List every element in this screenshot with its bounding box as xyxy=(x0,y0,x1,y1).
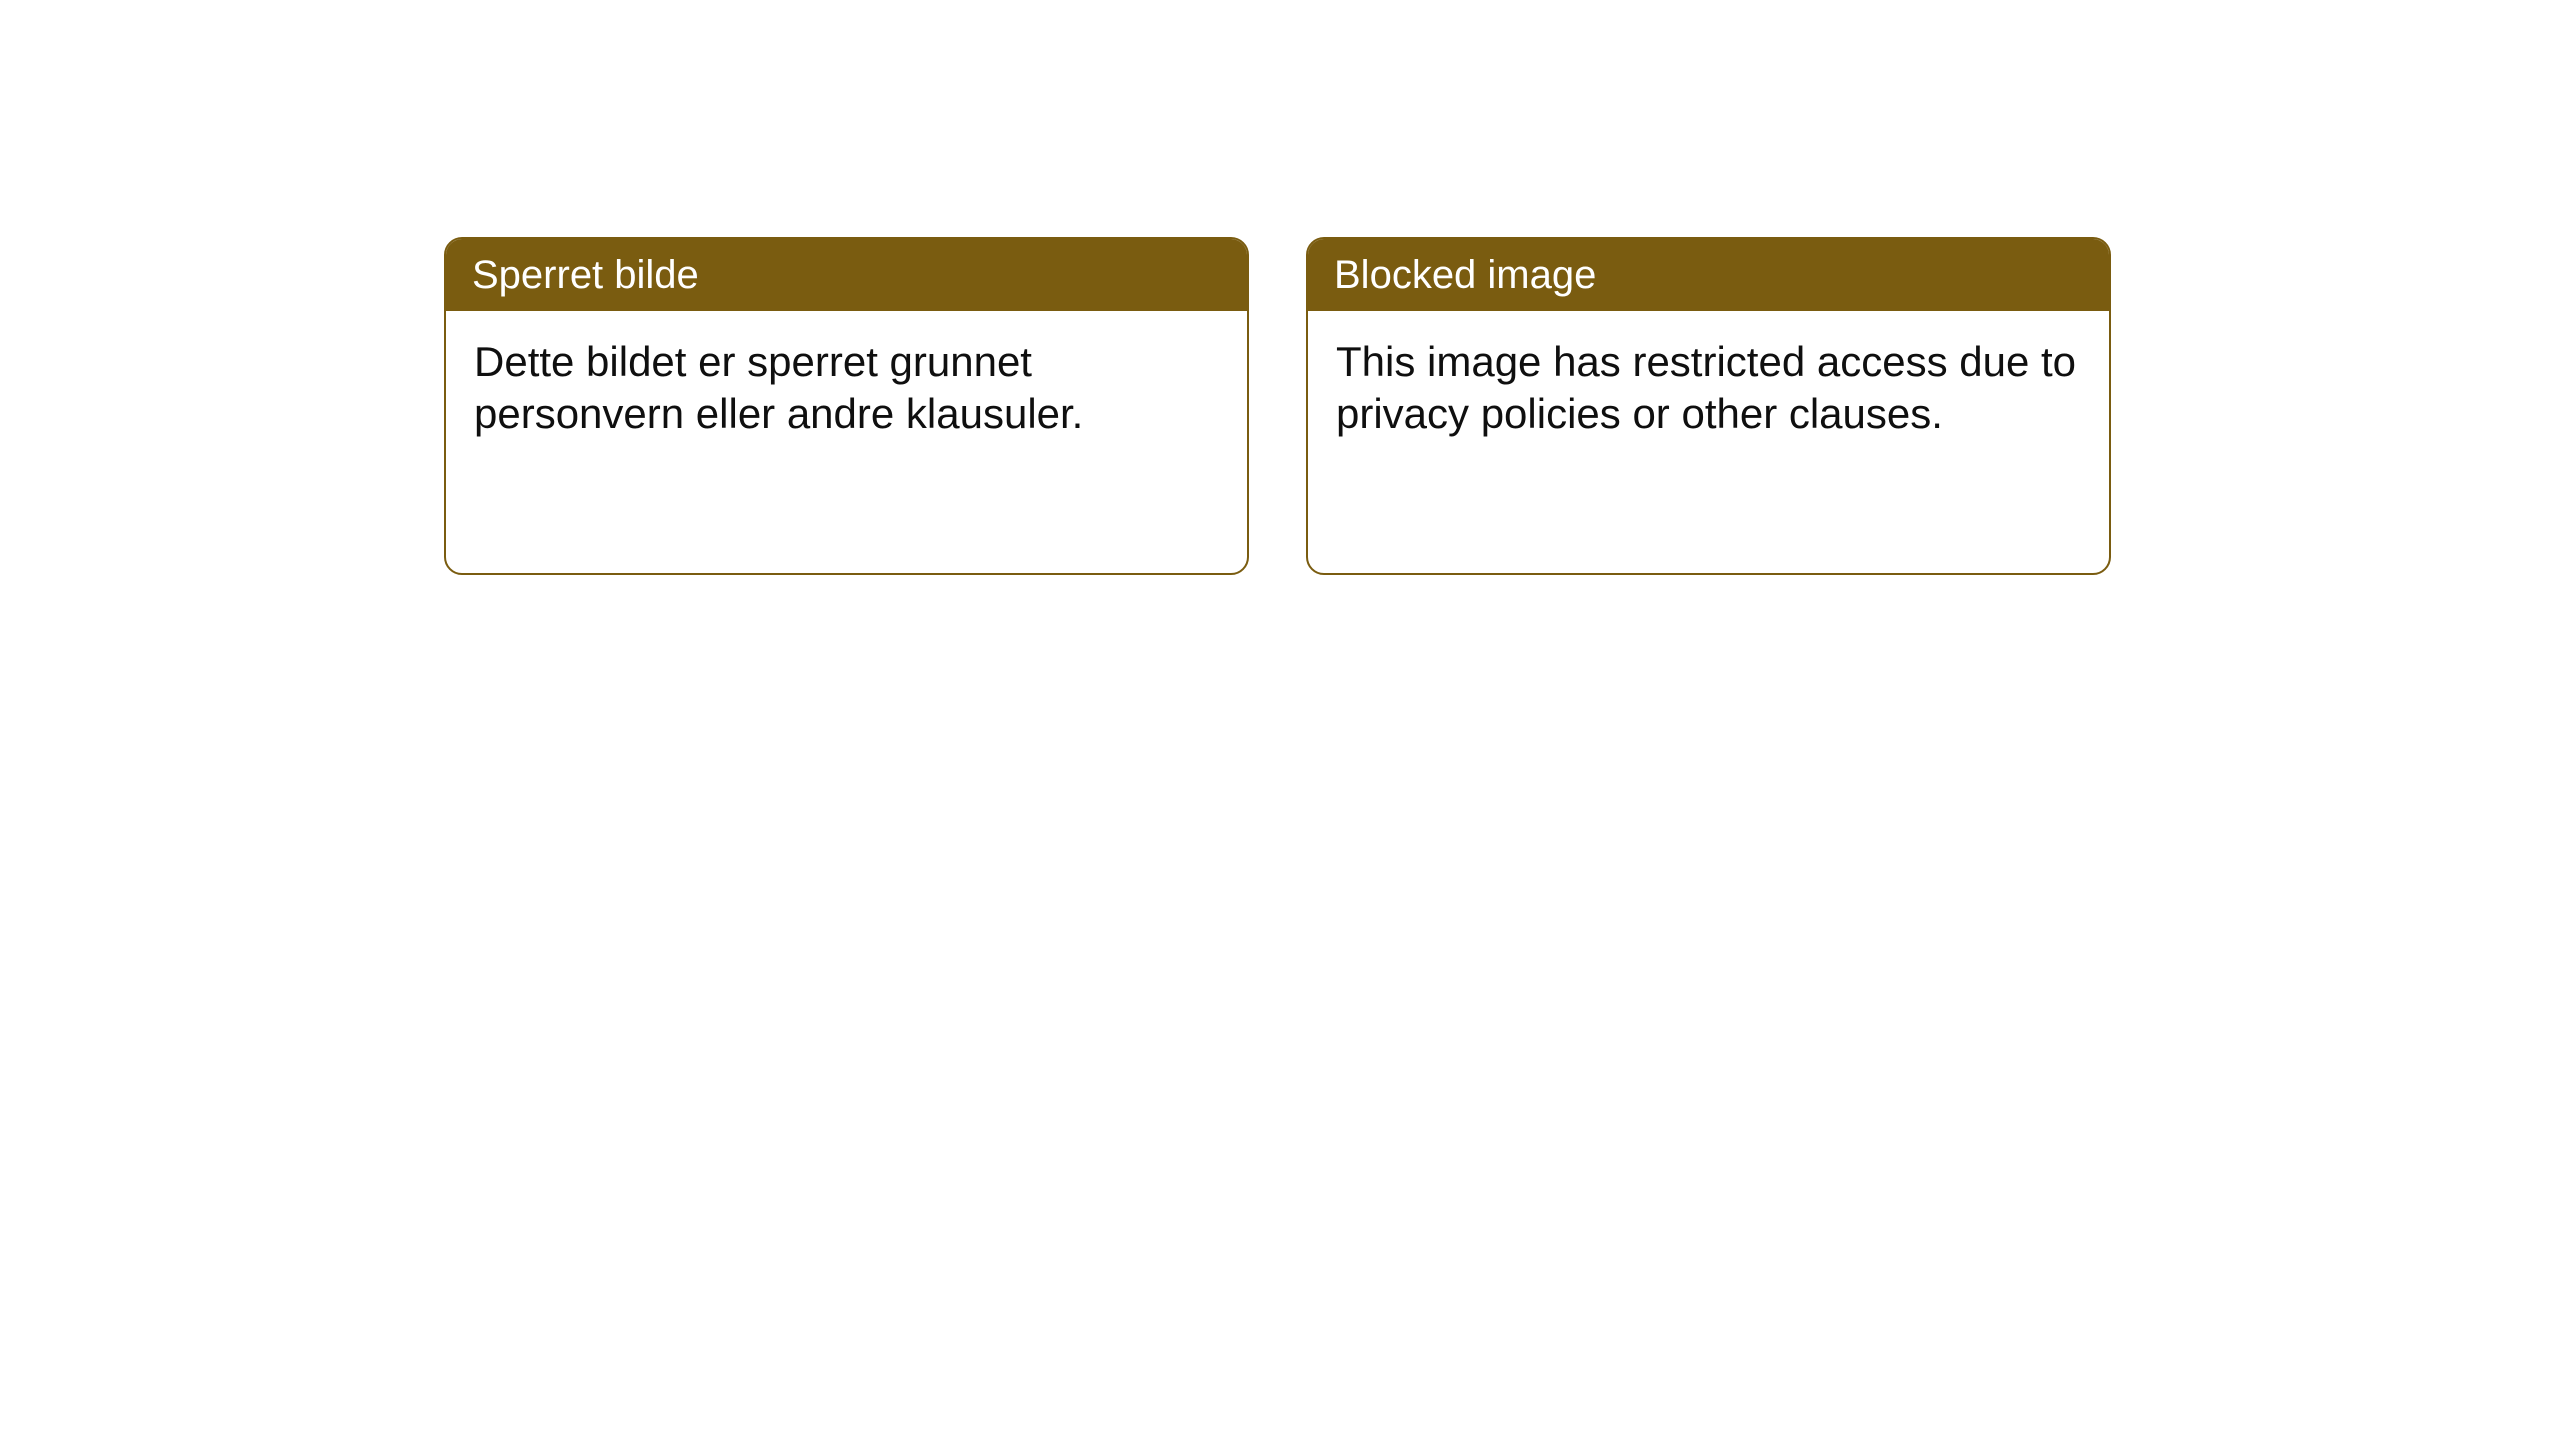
notice-box-norwegian: Sperret bilde Dette bildet er sperret gr… xyxy=(444,237,1249,575)
notice-container: Sperret bilde Dette bildet er sperret gr… xyxy=(444,237,2111,575)
notice-title: Blocked image xyxy=(1334,253,1596,297)
notice-body: This image has restricted access due to … xyxy=(1308,311,2109,573)
notice-text: This image has restricted access due to … xyxy=(1336,338,2076,437)
notice-text: Dette bildet er sperret grunnet personve… xyxy=(474,338,1083,437)
notice-body: Dette bildet er sperret grunnet personve… xyxy=(446,311,1247,573)
notice-title: Sperret bilde xyxy=(472,253,699,297)
notice-header: Sperret bilde xyxy=(446,239,1247,311)
notice-box-english: Blocked image This image has restricted … xyxy=(1306,237,2111,575)
notice-header: Blocked image xyxy=(1308,239,2109,311)
